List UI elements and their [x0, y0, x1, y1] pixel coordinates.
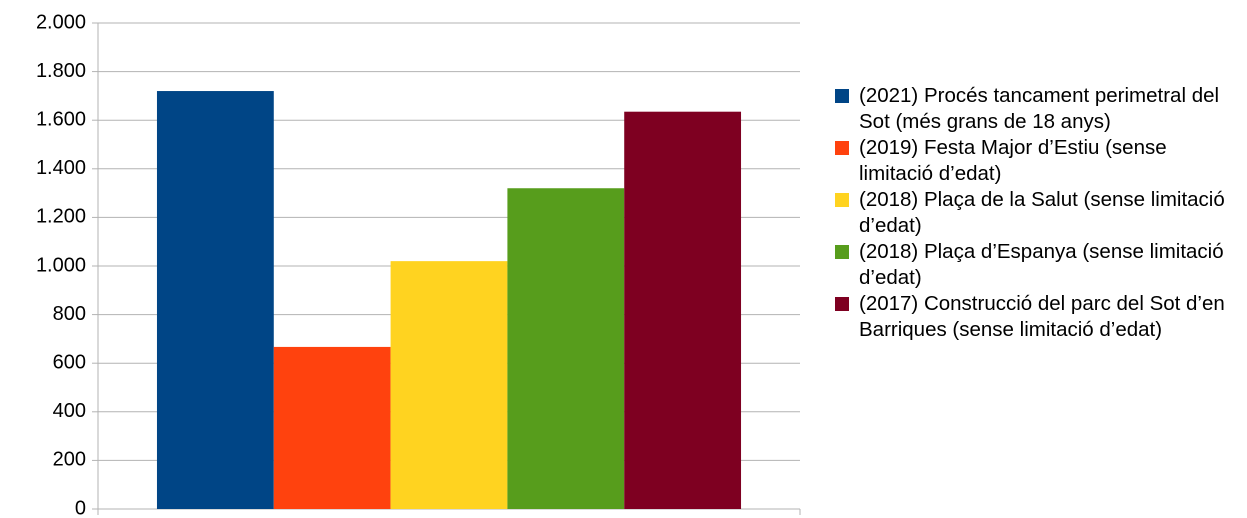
- legend-label: (2017) Construcció del parc del Sot d’en…: [859, 292, 1225, 341]
- y-tick-label: 1.200: [36, 206, 86, 228]
- y-tick-label: 2.000: [36, 11, 86, 33]
- y-tick-label: 1.000: [36, 254, 86, 276]
- legend-item: (2017) Construcció del parc del Sot d’en…: [835, 291, 1230, 343]
- legend-item: (2018) Plaça de la Salut (sense limitaci…: [835, 187, 1230, 239]
- legend-label: (2019) Festa Major d’Estiu (sense limita…: [859, 136, 1167, 185]
- legend-item: (2021) Procés tancament perimetral del S…: [835, 83, 1230, 135]
- bar: [624, 111, 742, 509]
- legend-label: (2018) Plaça de la Salut (sense limitaci…: [859, 188, 1225, 237]
- bar: [390, 261, 508, 509]
- bar: [273, 346, 391, 509]
- legend-label: (2021) Procés tancament perimetral del S…: [859, 84, 1220, 133]
- y-tick-label: 200: [53, 449, 86, 471]
- y-tick-label: 600: [53, 351, 86, 373]
- legend: (2021) Procés tancament perimetral del S…: [835, 83, 1230, 343]
- legend-swatch: [835, 89, 849, 103]
- y-tick-label: 0: [75, 497, 86, 518]
- y-tick-label: 1.400: [36, 157, 86, 179]
- legend-item: (2019) Festa Major d’Estiu (sense limita…: [835, 135, 1230, 187]
- legend-item: (2018) Plaça d’Espanya (sense limitació …: [835, 239, 1230, 291]
- bar: [507, 188, 625, 510]
- y-tick-label: 1.800: [36, 60, 86, 82]
- y-tick-label: 1.600: [36, 108, 86, 130]
- legend-swatch: [835, 141, 849, 155]
- legend-label: (2018) Plaça d’Espanya (sense limitació …: [859, 240, 1224, 289]
- y-tick-label: 400: [53, 400, 86, 422]
- y-tick-label: 800: [53, 303, 86, 325]
- bar: [156, 91, 274, 509]
- legend-swatch: [835, 193, 849, 207]
- legend-swatch: [835, 297, 849, 311]
- legend-swatch: [835, 245, 849, 259]
